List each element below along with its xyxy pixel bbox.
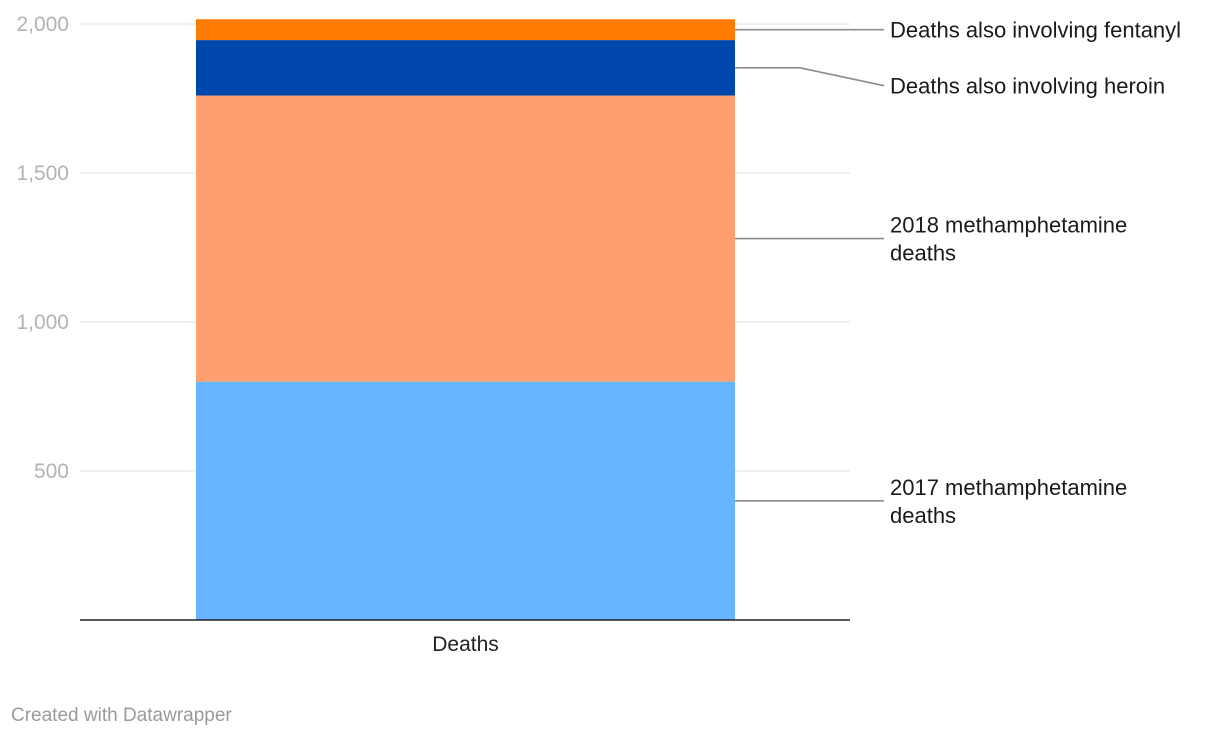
- x-category-labels: Deaths: [432, 633, 499, 656]
- leader-line: [735, 67, 885, 87]
- series-label: Deaths also involving heroin: [890, 74, 1165, 99]
- y-tick-labels: 500 1,000 1,500 2,000: [16, 13, 69, 483]
- bar-segments: [196, 19, 735, 620]
- bar-segment: [196, 95, 735, 382]
- credit-text: Created with Datawrapper: [11, 705, 232, 726]
- y-tick-label: 1,000: [16, 311, 69, 334]
- bar-segment: [196, 19, 735, 41]
- bar-segment: [196, 40, 735, 96]
- series-label: 2017 methamphetamine deaths: [890, 475, 1127, 528]
- y-tick-label: 2,000: [16, 13, 69, 36]
- series-label: 2018 methamphetamine deaths: [890, 213, 1127, 266]
- x-category-label: Deaths: [432, 633, 499, 656]
- y-tick-label: 500: [34, 460, 69, 483]
- y-tick-label: 1,500: [16, 162, 69, 185]
- bar-segment: [196, 381, 735, 620]
- series-label: Deaths also involving fentanyl: [890, 18, 1181, 43]
- series-labels: 2017 methamphetamine deaths 2018 methamphe…: [735, 18, 1181, 528]
